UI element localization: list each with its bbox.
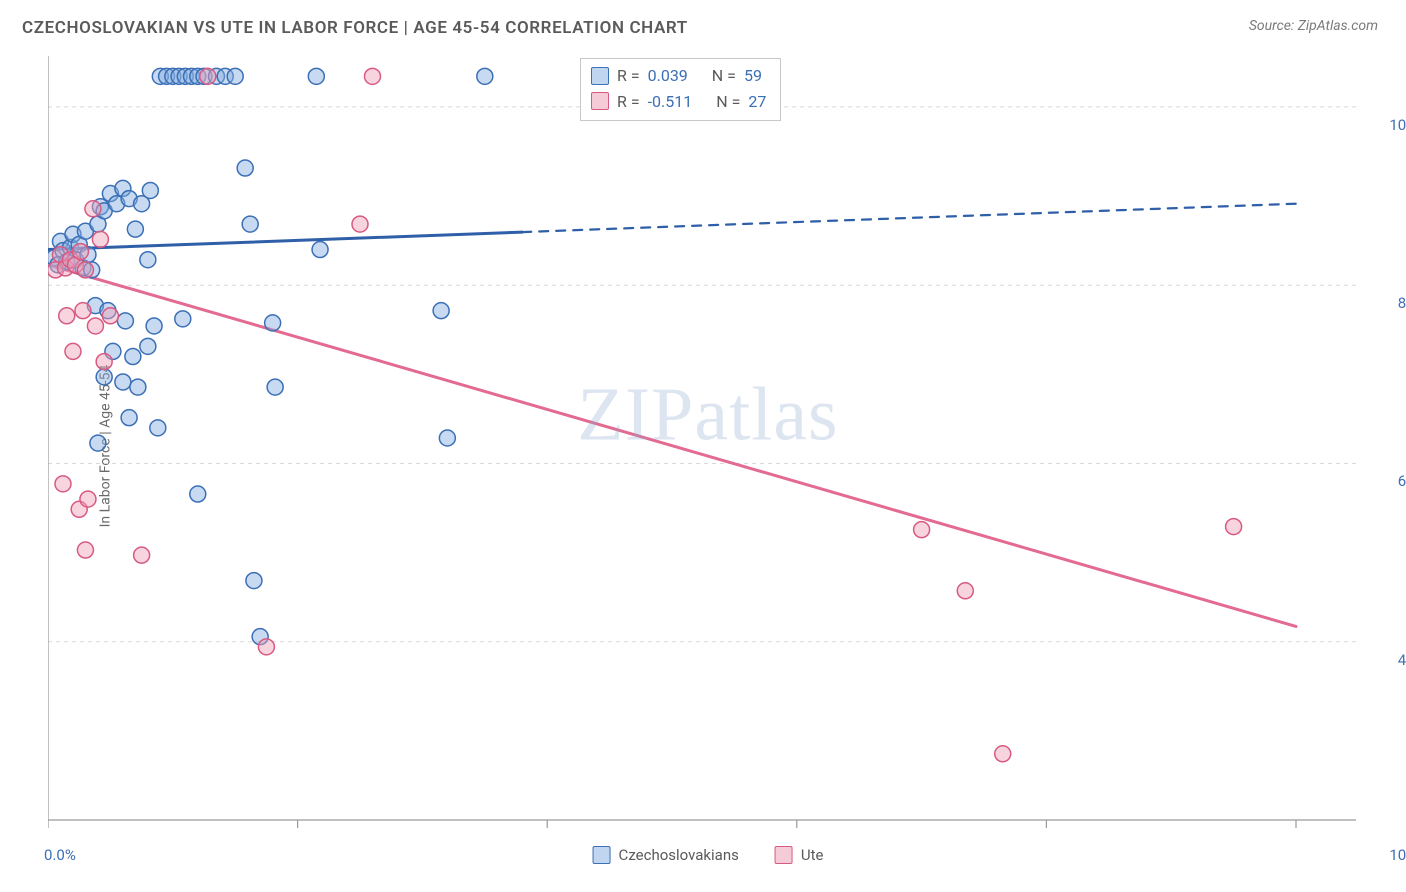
x-tick-100: 100.0% [1389, 846, 1406, 864]
series-legend: Czechoslovakians Ute [593, 846, 824, 864]
legend-row-pink: R = -0.511 N = 27 [591, 89, 766, 115]
series-legend-pink: Ute [775, 846, 824, 864]
y-tick-label: 47.5% [1398, 651, 1406, 669]
swatch-blue [591, 67, 609, 85]
swatch-pink [591, 92, 609, 110]
chart-title: CZECHOSLOVAKIAN VS UTE IN LABOR FORCE | … [22, 18, 688, 38]
correlation-legend: R = 0.039 N = 59 R = -0.511 N = 27 [580, 58, 781, 121]
legend-row-blue: R = 0.039 N = 59 [591, 63, 766, 89]
swatch-blue-icon [593, 846, 611, 864]
swatch-pink-icon [775, 846, 793, 864]
y-tick-label: 82.5% [1398, 294, 1406, 312]
plot-container: In Labor Force | Age 45-54 ZIPatlas R = … [48, 56, 1368, 836]
y-tick-label: 65.0% [1398, 472, 1406, 490]
source-label: Source: ZipAtlas.com [1249, 18, 1378, 34]
x-tick-0: 0.0% [44, 846, 76, 864]
scatter-plot [48, 56, 1368, 836]
y-tick-label: 100.0% [1389, 116, 1406, 134]
series-legend-blue: Czechoslovakians [593, 846, 739, 864]
